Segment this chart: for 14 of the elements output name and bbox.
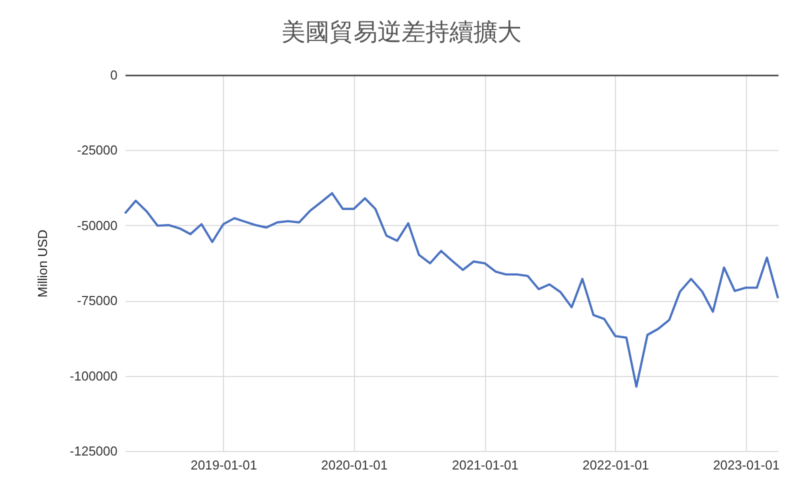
line-series [124, 192, 780, 388]
x-tick-label: 2021-01-01 [452, 458, 519, 472]
y-tick-label: 0 [110, 68, 118, 82]
x-tick-label: 2020-01-01 [321, 458, 388, 472]
y-tick-label: -25000 [77, 142, 118, 158]
y-tick-label: -125000 [70, 444, 118, 458]
y-axis-title: Million USD [34, 230, 50, 298]
x-tick-label: 2023-01-01 [713, 458, 780, 472]
y-tick-label: -100000 [70, 368, 118, 384]
chart-title: 美國貿易逆差持續擴大 [282, 18, 522, 46]
y-tick-label: -75000 [77, 293, 118, 308]
x-tick-label: 2019-01-01 [190, 458, 258, 472]
x-tick-label: 2022-01-01 [582, 458, 650, 472]
y-tick-label: -50000 [77, 218, 118, 233]
